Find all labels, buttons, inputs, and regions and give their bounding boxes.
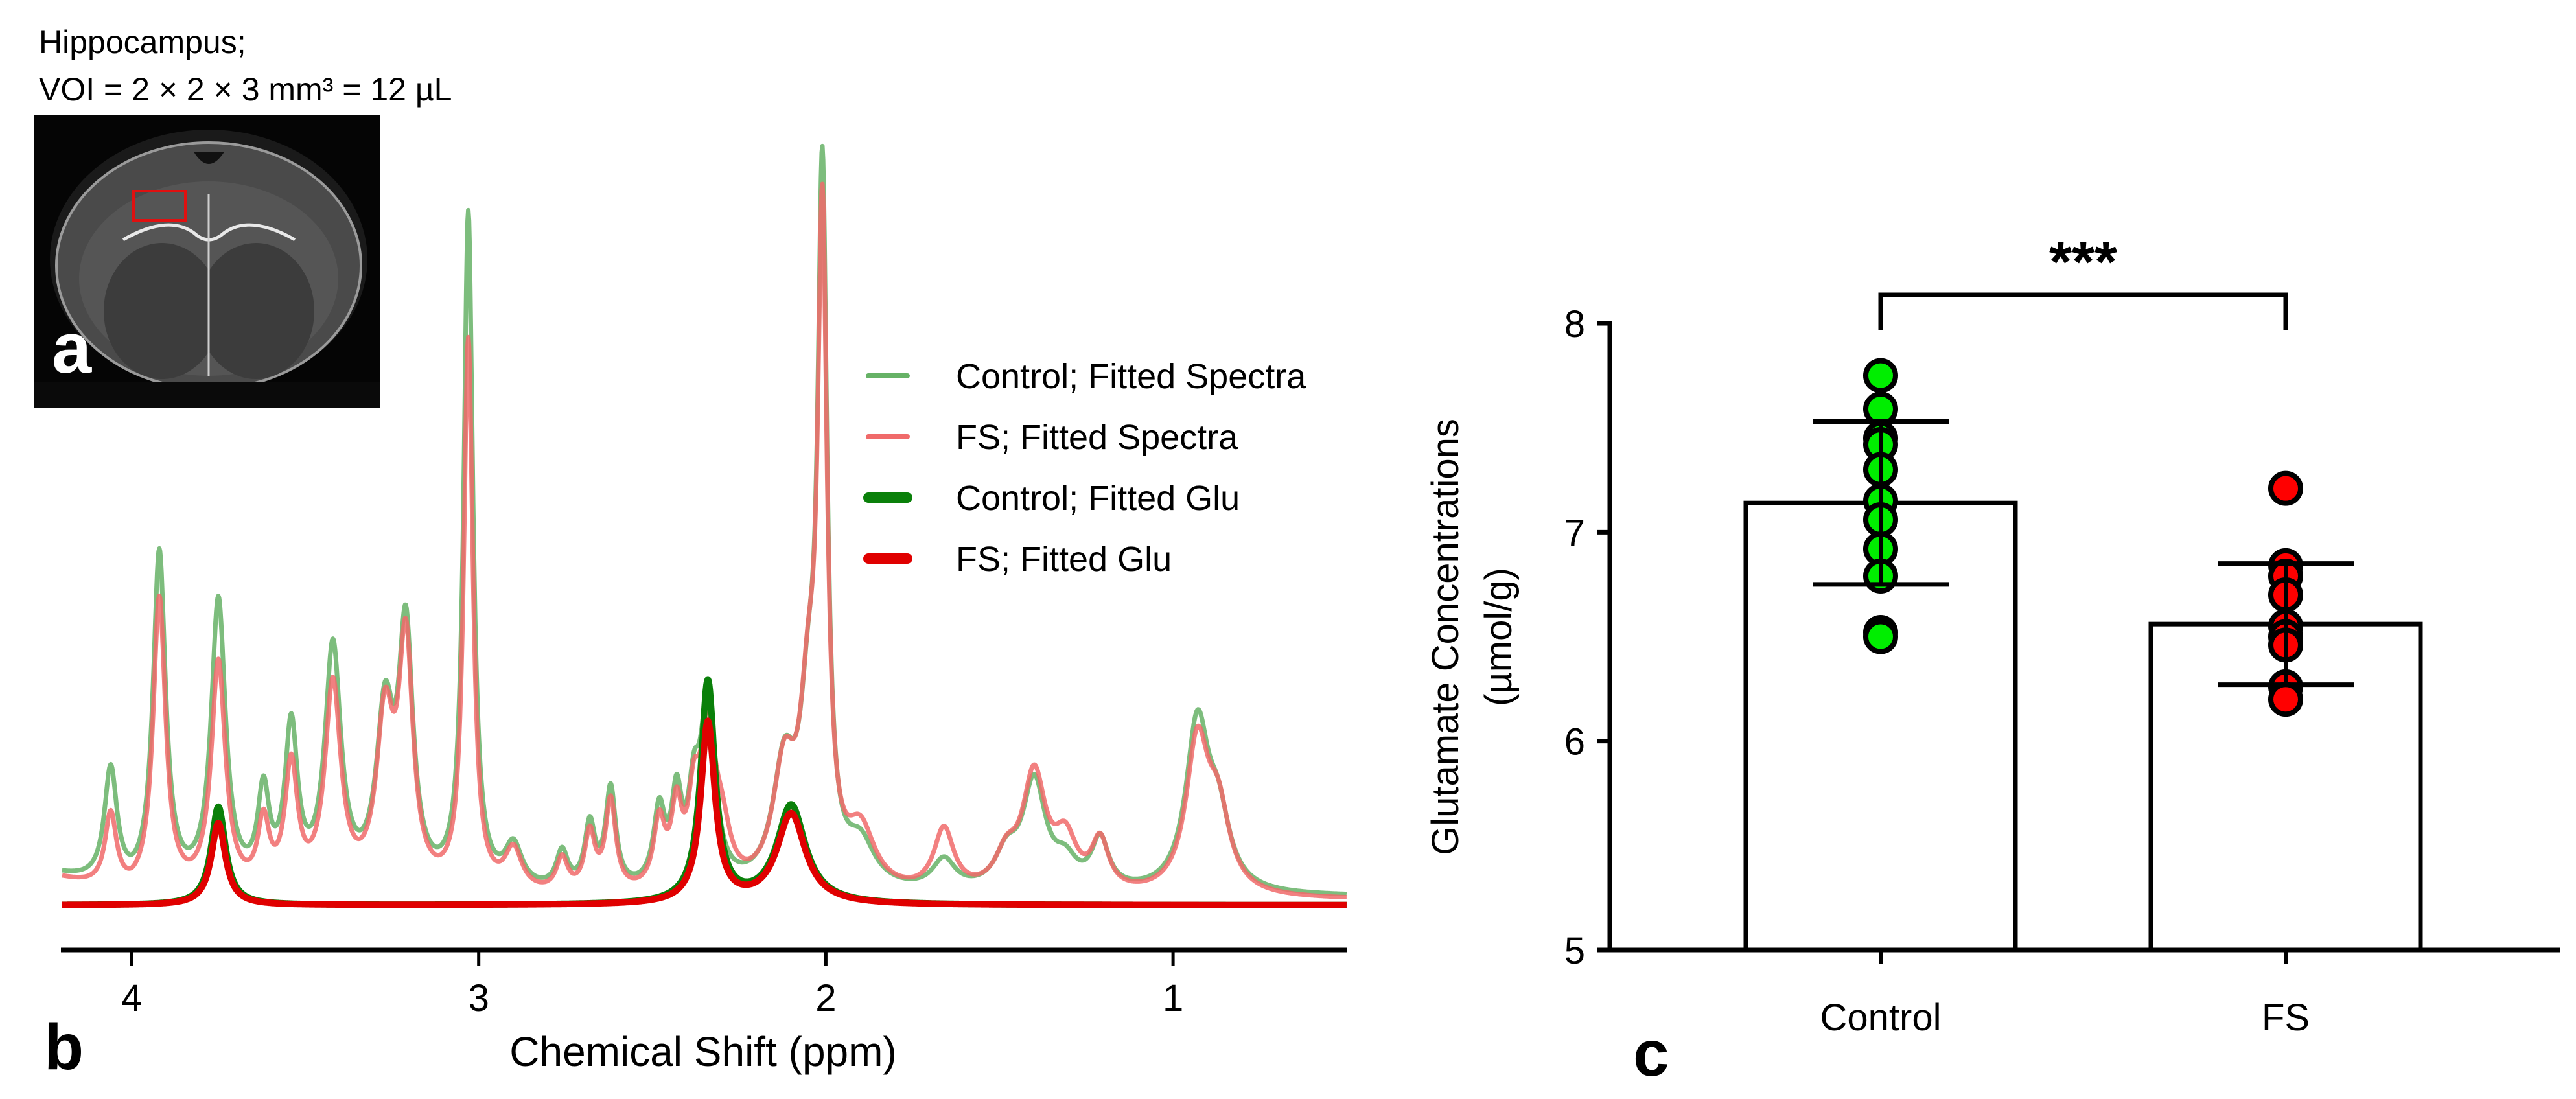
panel-a-title-line1: Hippocampus; bbox=[39, 24, 246, 60]
significance-bracket bbox=[1878, 292, 2288, 330]
y-tick-label: 7 bbox=[1564, 512, 1585, 554]
x-tick-label: 2 bbox=[815, 977, 836, 1019]
voi-box bbox=[132, 190, 187, 222]
legend-label: Control; Fitted Glu bbox=[956, 479, 1240, 518]
x-tick-label: Control bbox=[1820, 997, 1942, 1039]
panel-a-letter: a bbox=[52, 308, 92, 388]
panel-a-title-line2: VOI = 2 × 2 × 3 mm³ = 12 µL bbox=[39, 71, 452, 108]
y-tick-label: 5 bbox=[1564, 930, 1585, 972]
data-point-control bbox=[1863, 619, 1898, 654]
data-point-control bbox=[1863, 358, 1898, 393]
panel-b-letter: b bbox=[44, 1011, 84, 1083]
legend-label: Control; Fitted Spectra bbox=[956, 357, 1306, 396]
x-tick-label: 3 bbox=[469, 977, 489, 1019]
panel-c-letter: c bbox=[1633, 1017, 1669, 1090]
x-axis-label: Chemical Shift (ppm) bbox=[509, 1028, 897, 1075]
significance-label: *** bbox=[2049, 230, 2117, 295]
series-line-fs-fitted-glu bbox=[59, 717, 1349, 908]
panel-b-spectrum: 4 3 2 1 Chemical Shift (ppm) b Control; Fit… bbox=[44, 143, 1349, 1083]
x-tick-label: 4 bbox=[121, 977, 142, 1019]
mri-image bbox=[34, 115, 380, 408]
legend-label: FS; Fitted Glu bbox=[956, 540, 1172, 579]
data-point-fs bbox=[2268, 470, 2303, 506]
y-tick-label: 6 bbox=[1564, 721, 1585, 763]
y-axis-unit-label: (µmol/g) bbox=[1478, 568, 1520, 706]
data-point-fs bbox=[2268, 682, 2303, 717]
panel-a: Hippocampus; VOI = 2 × 2 × 3 mm³ = 12 µL… bbox=[34, 24, 452, 408]
panel-c-bar-chart: Glutamate Concentrations (µmol/g) 5 6 7 8 Co… bbox=[1424, 230, 2560, 1090]
legend-label: FS; Fitted Spectra bbox=[956, 418, 1238, 457]
y-axis-label: Glutamate Concentrations bbox=[1424, 419, 1467, 855]
x-tick-label: FS bbox=[2262, 997, 2310, 1039]
y-tick-label: 8 bbox=[1564, 303, 1585, 345]
x-tick-label: 1 bbox=[1163, 977, 1183, 1019]
legend: Control; Fitted Spectra FS; Fitted Spectr… bbox=[863, 357, 1306, 579]
